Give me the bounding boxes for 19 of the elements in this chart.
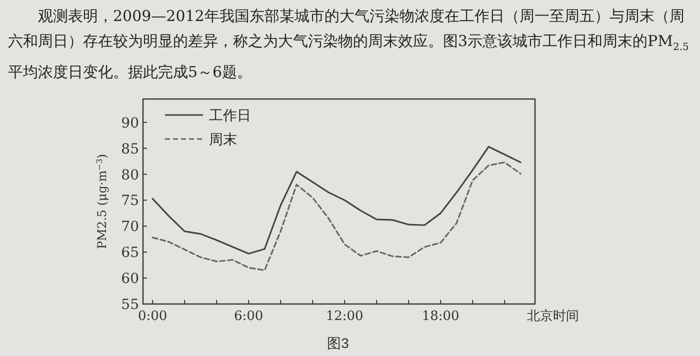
x-tick-label: 6:00 (234, 309, 264, 324)
chart-title: 观测表明，2009—2012年我国东部某城市的大气污染物浓度在工作日（周一至周五）与周末（周六和周日）存在较为明显的差异，称之为大气污染物的周末效应。图3示意该城市工作日和周末的PM$_{2.5}$平均浓度日变化。据此完成5～6题。 (8, 7, 689, 81)
y-tick-label: 65 (121, 245, 139, 262)
legend-label: 周末 (209, 131, 237, 147)
y-tick-label: 80 (121, 167, 139, 184)
y-tick-label: 70 (121, 219, 139, 236)
x-tick-label: 12:00 (326, 309, 364, 324)
legend-label: 工作日 (209, 107, 251, 123)
y-tick-label: 85 (121, 141, 139, 158)
y-tick-label: 55 (121, 297, 139, 313)
x-tick-label: 0:00 (138, 309, 168, 324)
caption: 图3 (327, 335, 350, 351)
line-series (152, 146, 522, 254)
y-tick-label: 75 (121, 193, 139, 210)
x-axis-title: 北京时间 (527, 308, 579, 323)
line-series (152, 162, 522, 272)
y-tick-label: 90 (121, 115, 139, 132)
y-tick-label: 60 (121, 271, 139, 288)
x-tick-label: 18:00 (422, 309, 460, 324)
